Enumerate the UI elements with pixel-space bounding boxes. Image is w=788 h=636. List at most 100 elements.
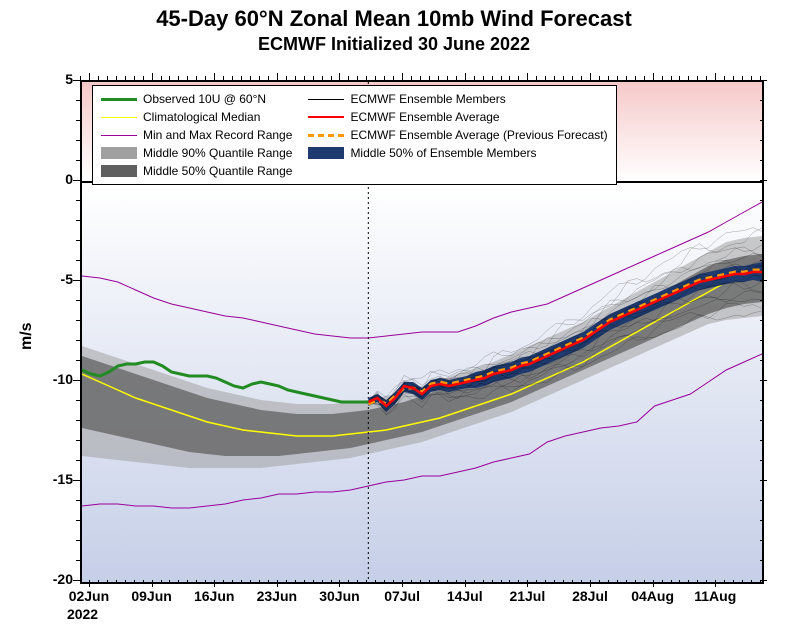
ytick-minor: [760, 440, 764, 441]
xtick-minor: [134, 580, 135, 584]
xtick-minor: [581, 76, 582, 80]
xtick-minor: [536, 580, 537, 584]
xtick-minor: [751, 76, 752, 80]
xtick-label: 07Jul: [372, 588, 432, 604]
xtick-minor: [724, 76, 725, 80]
xtick-minor: [322, 76, 323, 80]
xtick-mark: [277, 73, 278, 80]
ytick-minor: [76, 560, 80, 561]
xtick-minor: [187, 580, 188, 584]
xtick-minor: [617, 76, 618, 80]
xtick-minor: [644, 580, 645, 584]
xtick-minor: [545, 76, 546, 80]
xtick-label: 14Jul: [435, 588, 495, 604]
xtick-minor: [554, 76, 555, 80]
xtick-minor: [599, 580, 600, 584]
legend-text: ECMWF Ensemble Average (Previous Forecas…: [350, 128, 607, 142]
xtick-minor: [501, 76, 502, 80]
xtick-mark: [152, 580, 153, 587]
xtick-minor: [393, 580, 394, 584]
ytick-minor: [760, 160, 764, 161]
xtick-minor: [268, 76, 269, 80]
xtick-minor: [420, 580, 421, 584]
xtick-mark: [402, 580, 403, 587]
ytick-minor: [76, 340, 80, 341]
xtick-minor: [554, 580, 555, 584]
chart-title: 45-Day 60°N Zonal Mean 10mb Wind Forecas…: [0, 6, 788, 32]
x-axis-year: 2022: [67, 606, 98, 622]
xtick-mark: [152, 73, 153, 80]
xtick-minor: [366, 580, 367, 584]
xtick-minor: [107, 76, 108, 80]
xtick-minor: [447, 580, 448, 584]
ytick-minor: [760, 540, 764, 541]
xtick-minor: [671, 580, 672, 584]
ytick-minor: [760, 220, 764, 221]
figure: 45-Day 60°N Zonal Mean 10mb Wind Forecas…: [0, 0, 788, 636]
xtick-minor: [581, 580, 582, 584]
xtick-label: 21Jul: [497, 588, 557, 604]
xtick-minor: [724, 580, 725, 584]
xtick-minor: [644, 76, 645, 80]
chart-subtitle: ECMWF Initialized 30 June 2022: [0, 34, 788, 55]
ytick-minor: [760, 120, 764, 121]
xtick-minor: [295, 76, 296, 80]
ytick-label: -20: [28, 571, 73, 587]
ytick-minor: [760, 400, 764, 401]
ytick-minor: [760, 560, 764, 561]
xtick-minor: [706, 76, 707, 80]
xtick-label: 23Jun: [247, 588, 307, 604]
ytick-minor: [76, 420, 80, 421]
xtick-minor: [501, 580, 502, 584]
xtick-minor: [572, 580, 573, 584]
ytick-minor: [760, 260, 764, 261]
ytick-minor: [76, 400, 80, 401]
ytick-mark: [73, 280, 80, 281]
xtick-minor: [116, 580, 117, 584]
xtick-minor: [679, 580, 680, 584]
xtick-minor: [161, 580, 162, 584]
xtick-minor: [429, 76, 430, 80]
legend-swatch: [101, 128, 137, 142]
xtick-minor: [187, 76, 188, 80]
legend-swatch: [101, 110, 137, 124]
ytick-label: 0: [28, 171, 73, 187]
ytick-mark: [760, 80, 767, 81]
ytick-mark: [73, 480, 80, 481]
ytick-minor: [76, 220, 80, 221]
xtick-minor: [143, 580, 144, 584]
legend-swatch: [308, 128, 344, 142]
ytick-minor: [76, 240, 80, 241]
legend-text: Observed 10U @ 60°N: [143, 92, 266, 106]
xtick-minor: [169, 76, 170, 80]
ytick-minor: [76, 360, 80, 361]
xtick-minor: [331, 580, 332, 584]
xtick-minor: [742, 580, 743, 584]
ytick-minor: [76, 540, 80, 541]
xtick-minor: [313, 580, 314, 584]
xtick-mark: [277, 580, 278, 587]
xtick-minor: [259, 580, 260, 584]
xtick-minor: [125, 76, 126, 80]
xtick-mark: [715, 73, 716, 80]
xtick-minor: [438, 76, 439, 80]
xtick-minor: [250, 76, 251, 80]
xtick-minor: [456, 580, 457, 584]
legend-text: Climatological Median: [143, 110, 260, 124]
xtick-minor: [196, 76, 197, 80]
xtick-label: 04Aug: [623, 588, 683, 604]
xtick-minor: [474, 580, 475, 584]
ytick-label: -5: [28, 271, 73, 287]
xtick-minor: [456, 76, 457, 80]
xtick-minor: [688, 580, 689, 584]
ytick-mark: [760, 380, 767, 381]
xtick-minor: [509, 76, 510, 80]
xtick-minor: [518, 76, 519, 80]
xtick-minor: [662, 76, 663, 80]
xtick-mark: [715, 580, 716, 587]
ytick-minor: [760, 420, 764, 421]
xtick-mark: [214, 580, 215, 587]
xtick-minor: [608, 580, 609, 584]
ytick-minor: [76, 320, 80, 321]
xtick-minor: [232, 76, 233, 80]
